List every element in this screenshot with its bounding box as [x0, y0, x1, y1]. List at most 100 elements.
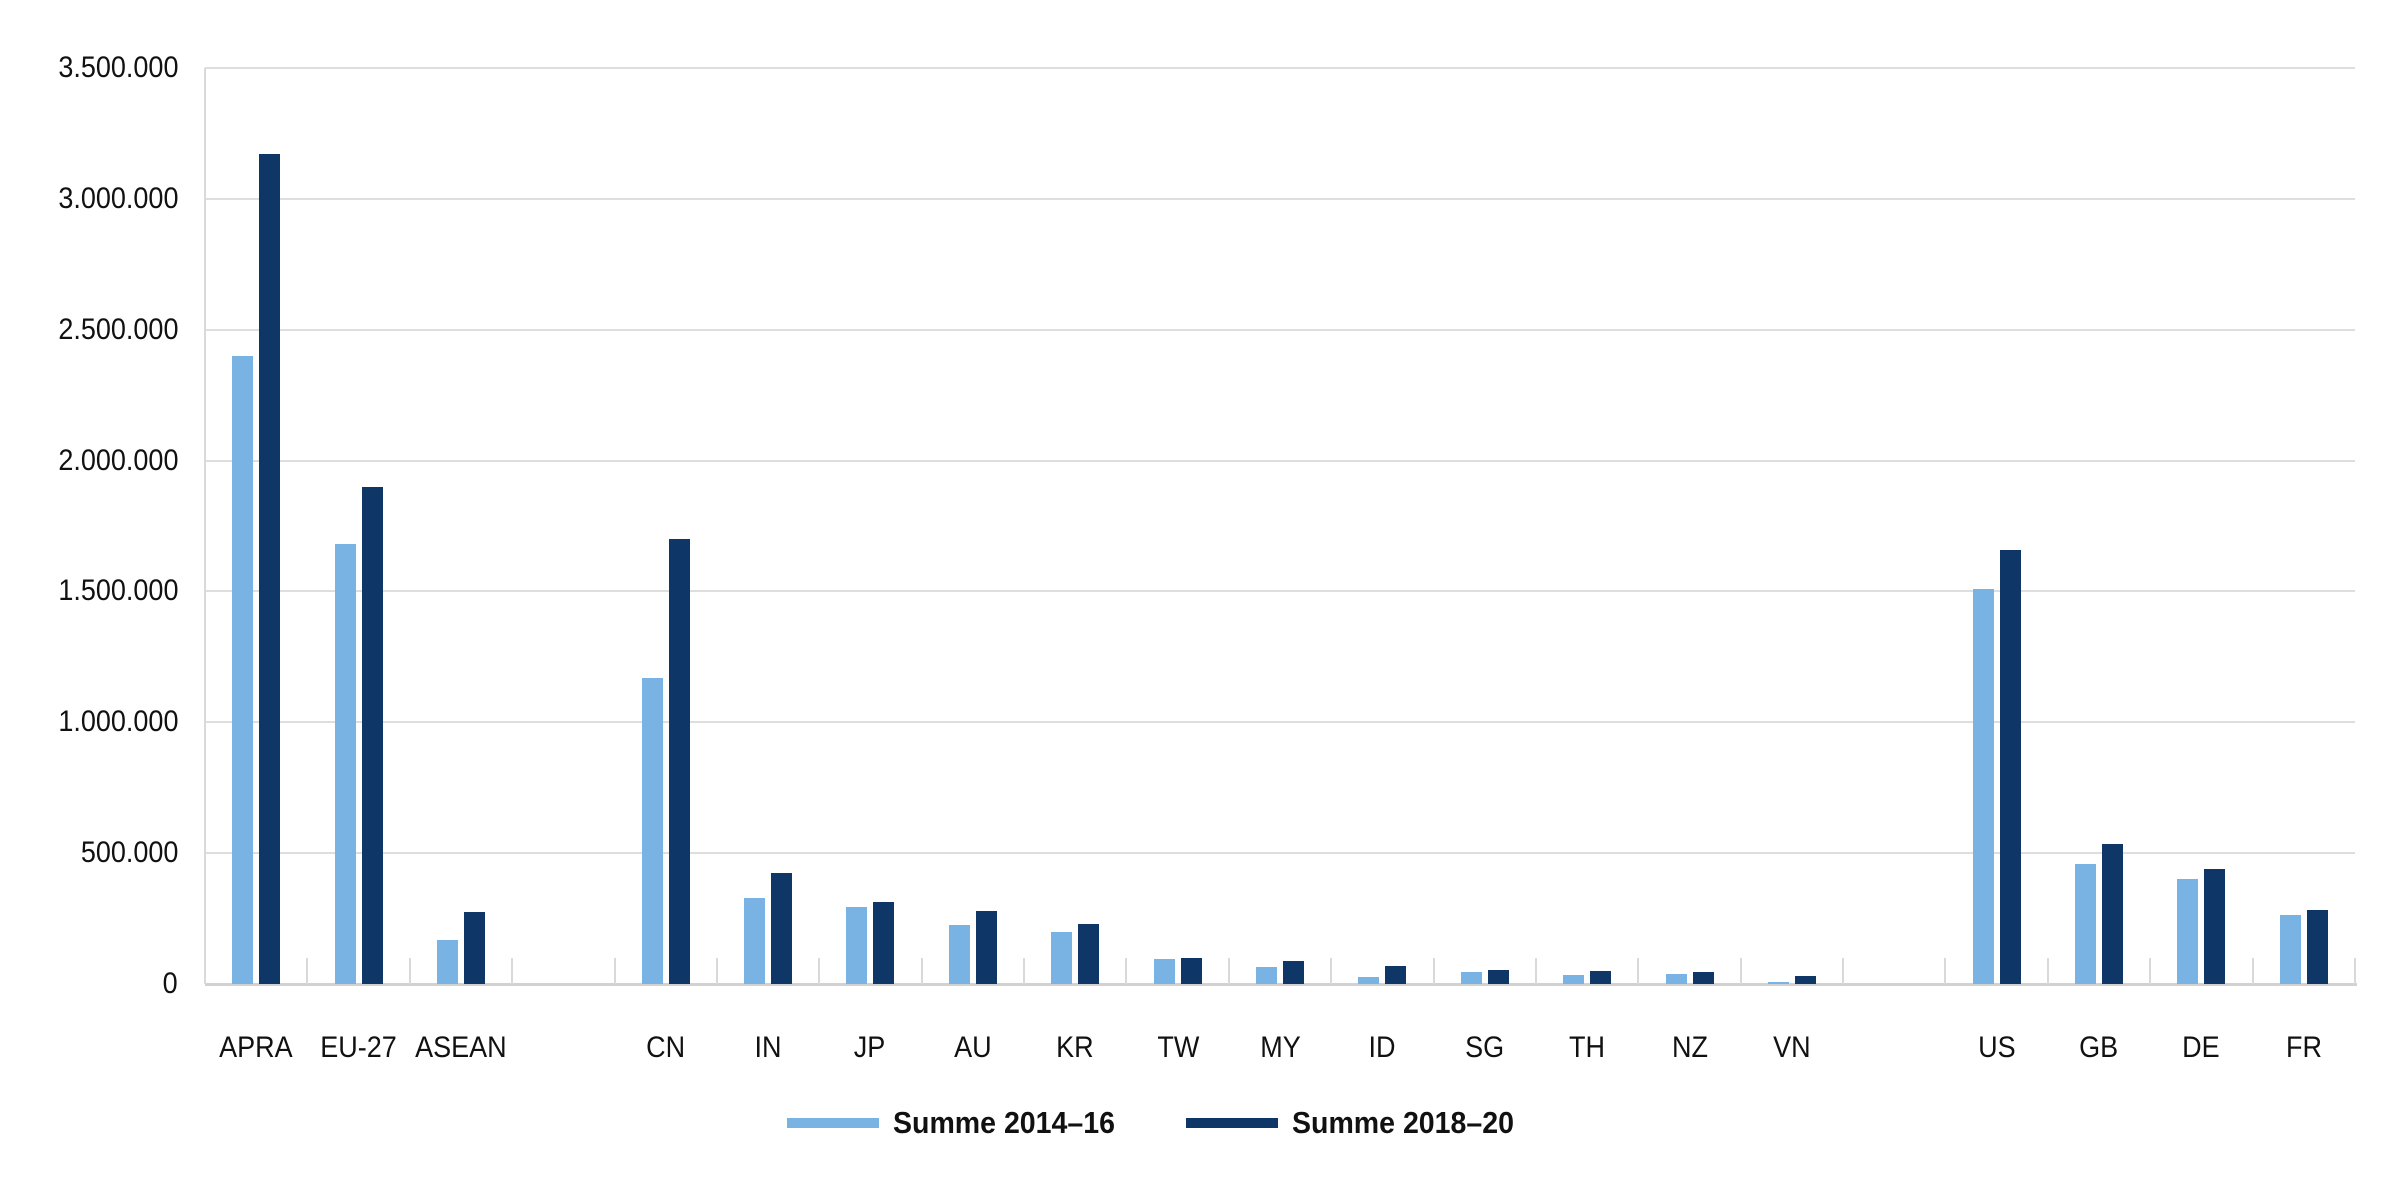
bar-eu-27-summe-2018-20 — [362, 487, 383, 984]
y-tick-label: 3.500.000 — [0, 50, 178, 86]
y-tick-label: 2.500.000 — [0, 312, 178, 348]
legend: Summe 2014–16 Summe 2018–20 — [0, 1102, 2320, 1144]
bar-gb-summe-2018-20 — [2102, 844, 2123, 984]
bar-fr-summe-2014-16 — [2280, 915, 2301, 984]
y-tick-label-text: 0 — [162, 967, 178, 1000]
x-tick-mark — [1330, 958, 1332, 984]
bar-us-summe-2014-16 — [1973, 589, 1994, 984]
y-tick-label: 1.000.000 — [0, 704, 178, 740]
y-tick-label-text: 2.500.000 — [57, 313, 178, 346]
x-axis-label-text: VN — [1773, 1031, 1811, 1064]
bar-asean-summe-2014-16 — [437, 940, 458, 984]
bar-sg-summe-2018-20 — [1488, 970, 1509, 984]
x-axis-label-text: EU-27 — [320, 1031, 398, 1064]
x-tick-mark — [1944, 958, 1946, 984]
x-axis-label-text: FR — [2286, 1031, 2322, 1064]
x-axis-label-kr: KR — [995, 1030, 1155, 1066]
x-axis-label-text: MY — [1259, 1031, 1301, 1064]
x-axis-label-text: AU — [954, 1031, 992, 1064]
x-axis-label-tw: TW — [1098, 1030, 1258, 1066]
bar-apra-summe-2014-16 — [232, 356, 253, 984]
bar-vn-summe-2014-16 — [1768, 982, 1789, 984]
bar-th-summe-2018-20 — [1590, 971, 1611, 984]
legend-item-1: Summe 2014–16 — [786, 1105, 1134, 1141]
x-axis-label-text: IN — [754, 1031, 782, 1064]
x-axis-label-text: CN — [646, 1031, 686, 1064]
bar-au-summe-2018-20 — [976, 911, 997, 984]
x-axis-label-text: GB — [2079, 1031, 2119, 1064]
bar-tw-summe-2018-20 — [1181, 958, 1202, 984]
x-tick-mark — [2149, 958, 2151, 984]
bar-id-summe-2014-16 — [1358, 977, 1379, 984]
x-axis-label-de: DE — [2121, 1030, 2281, 1066]
y-tick-label: 1.500.000 — [0, 573, 178, 609]
gridline-3.000.000 — [205, 198, 2355, 200]
x-tick-mark — [1842, 958, 1844, 984]
x-axis-label-text: APRA — [219, 1031, 293, 1064]
bar-th-summe-2014-16 — [1563, 975, 1584, 984]
y-tick-label: 500.000 — [0, 835, 178, 871]
legend-label-text: Summe 2018–20 — [1292, 1105, 1514, 1140]
x-tick-mark — [1740, 958, 1742, 984]
y-tick-label-text: 500.000 — [80, 836, 178, 869]
x-axis-line — [205, 983, 2357, 986]
legend-swatch-2 — [1186, 1118, 1278, 1128]
gridline-3.500.000 — [205, 67, 2355, 69]
x-axis-label-th: TH — [1507, 1030, 1667, 1066]
x-axis-label-vn: VN — [1712, 1030, 1872, 1066]
x-tick-mark — [2354, 958, 2356, 984]
y-tick-label-text: 3.500.000 — [57, 51, 178, 84]
x-axis-label-in: IN — [688, 1030, 848, 1066]
bar-de-summe-2018-20 — [2204, 869, 2225, 984]
bar-fr-summe-2018-20 — [2307, 910, 2328, 984]
x-tick-mark — [2047, 958, 2049, 984]
x-axis-label-text: US — [1978, 1031, 2016, 1064]
x-axis-label-text: SG — [1465, 1031, 1505, 1064]
x-axis-label-sg: SG — [1405, 1030, 1565, 1066]
x-axis-label-my: MY — [1200, 1030, 1360, 1066]
x-tick-mark — [1433, 958, 1435, 984]
x-axis-label-text: KR — [1056, 1031, 1094, 1064]
x-tick-mark — [1228, 958, 1230, 984]
y-tick-label-text: 1.000.000 — [57, 705, 178, 738]
bar-gb-summe-2014-16 — [2075, 864, 2096, 984]
y-tick-label-text: 1.500.000 — [57, 574, 178, 607]
bar-apra-summe-2018-20 — [259, 154, 280, 984]
x-tick-mark — [818, 958, 820, 984]
x-axis-label-text: JP — [854, 1031, 886, 1064]
x-axis-label-asean: ASEAN — [381, 1030, 541, 1066]
x-axis-label-nz: NZ — [1610, 1030, 1770, 1066]
x-tick-mark — [1535, 958, 1537, 984]
bar-in-summe-2018-20 — [771, 873, 792, 984]
x-tick-mark — [1125, 958, 1127, 984]
x-axis-label-gb: GB — [2019, 1030, 2179, 1066]
bar-jp-summe-2018-20 — [873, 902, 894, 984]
y-tick-label: 0 — [0, 966, 178, 1002]
bar-nz-summe-2014-16 — [1666, 974, 1687, 984]
x-tick-mark — [306, 958, 308, 984]
bar-de-summe-2014-16 — [2177, 879, 2198, 984]
bar-jp-summe-2014-16 — [846, 907, 867, 984]
y-tick-label: 2.000.000 — [0, 443, 178, 479]
bar-tw-summe-2014-16 — [1154, 959, 1175, 984]
bar-au-summe-2014-16 — [949, 925, 970, 984]
legend-item-2: Summe 2018–20 — [1186, 1105, 1533, 1141]
bar-vn-summe-2018-20 — [1795, 976, 1816, 984]
x-axis-label-apra: APRA — [176, 1030, 336, 1066]
x-axis-label-text: NZ — [1672, 1031, 1708, 1064]
bar-cn-summe-2018-20 — [669, 539, 690, 984]
gridline-1.000.000 — [205, 721, 2355, 723]
bar-sg-summe-2014-16 — [1461, 972, 1482, 984]
x-tick-mark — [614, 958, 616, 984]
x-tick-mark — [1637, 958, 1639, 984]
x-axis-label-text: ASEAN — [415, 1031, 507, 1064]
bar-eu-27-summe-2014-16 — [335, 544, 356, 984]
bar-my-summe-2014-16 — [1256, 967, 1277, 984]
x-axis-label-text: ID — [1368, 1031, 1396, 1064]
x-axis-label-us: US — [1917, 1030, 2077, 1066]
legend-label-text: Summe 2014–16 — [892, 1105, 1115, 1140]
gridline-2.000.000 — [205, 460, 2355, 462]
x-axis-label-au: AU — [893, 1030, 1053, 1066]
